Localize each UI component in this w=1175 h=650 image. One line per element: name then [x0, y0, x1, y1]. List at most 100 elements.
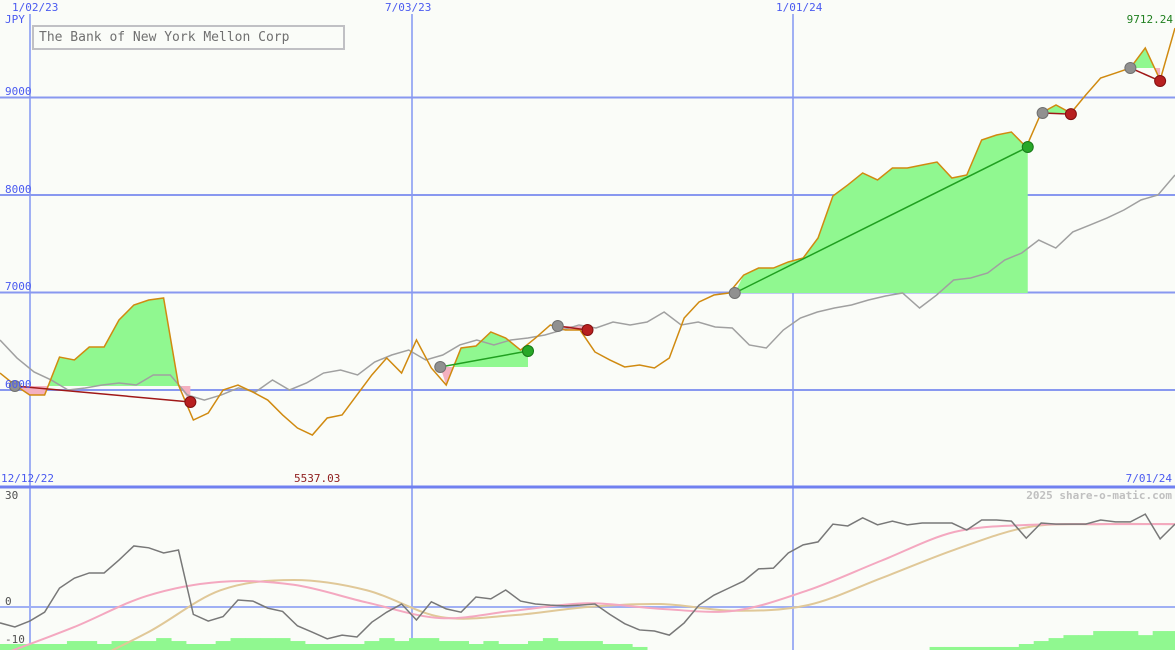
histogram-bar — [245, 638, 261, 650]
histogram-bar — [349, 644, 365, 650]
histogram-bar — [1018, 644, 1035, 650]
histogram-bar — [215, 641, 232, 650]
histogram-bar — [52, 644, 68, 650]
chart-title: The Bank of New York Mellon Corp — [32, 25, 345, 50]
trade-exit-marker — [1021, 141, 1034, 154]
histogram-bar — [156, 638, 172, 650]
histogram-bar — [572, 641, 588, 650]
histogram-bar — [81, 641, 98, 650]
y-tick-label: 6000 — [5, 378, 32, 391]
trade-line — [440, 350, 529, 368]
x-tick-label: 7/03/23 — [385, 1, 432, 14]
histogram-bar — [1048, 638, 1064, 650]
histogram-bar — [111, 641, 127, 650]
histogram-bar — [319, 644, 336, 650]
histogram-bar — [1063, 635, 1079, 650]
last-price-label: 9712.24 — [1126, 13, 1173, 26]
histogram-bar — [989, 646, 1005, 650]
histogram-bar — [66, 641, 83, 650]
histogram-bar — [96, 644, 113, 650]
x-tick-label: 1/02/23 — [12, 1, 59, 14]
histogram-bar — [37, 644, 53, 650]
slow-average-line — [110, 522, 1175, 650]
y-tick-label: 30 — [5, 489, 19, 502]
histogram-bar — [22, 644, 38, 650]
trade-line — [14, 385, 191, 403]
trade-entry-marker — [8, 380, 21, 393]
trade-entry-marker — [434, 360, 447, 373]
price-line — [0, 27, 1175, 436]
y-tick-label: 0 — [5, 595, 12, 608]
histogram-bar — [1078, 635, 1094, 650]
y-tick-label: 8000 — [5, 183, 32, 196]
histogram-bar — [468, 644, 484, 650]
histogram-bar — [438, 641, 455, 650]
histogram-bar — [542, 638, 559, 650]
trade-exit-marker — [581, 324, 594, 337]
histogram-bar — [1003, 646, 1020, 650]
histogram-bar — [513, 644, 529, 650]
x-tick-label: 1/01/24 — [776, 1, 823, 14]
x-tick-label: 12/12/22 — [1, 472, 54, 485]
trade-exit-marker — [522, 345, 535, 357]
fast-average-line — [10, 523, 1175, 650]
trade-exit-marker — [1064, 108, 1077, 121]
histogram-bar — [409, 638, 425, 650]
y-tick-label: 7000 — [5, 280, 32, 293]
histogram-bar — [230, 638, 246, 650]
histogram-bar — [1152, 631, 1169, 650]
x-tick-label: 7/01/24 — [1125, 472, 1172, 485]
histogram-bar — [260, 638, 276, 650]
histogram-bar — [200, 644, 217, 650]
histogram-bar — [7, 644, 23, 650]
trade-entry-marker — [1036, 107, 1049, 120]
histogram-bar — [290, 641, 306, 650]
oscillator-line — [0, 513, 1175, 640]
histogram-bar — [1122, 631, 1139, 650]
histogram-bar — [304, 644, 321, 650]
histogram-bar — [334, 644, 351, 650]
trade-gain-area — [1130, 47, 1161, 68]
histogram-bar — [483, 641, 499, 650]
histogram-bar — [423, 638, 440, 650]
trade-loss-area — [440, 366, 529, 386]
histogram-bar — [498, 644, 514, 650]
histogram-bar — [0, 644, 8, 650]
histogram-bar — [453, 641, 470, 650]
min-price-label: 5537.03 — [294, 472, 341, 485]
histogram-bar — [632, 646, 648, 650]
histogram-bar — [126, 641, 142, 650]
histogram-bar — [944, 646, 960, 650]
trade-loss-area — [1130, 67, 1161, 82]
histogram-bar — [379, 638, 395, 650]
histogram-bar — [275, 638, 291, 650]
trade-exit-marker — [184, 395, 197, 408]
trade-gain-area — [1042, 105, 1071, 114]
histogram-bar — [959, 646, 975, 650]
histogram-bar — [394, 641, 410, 650]
trade-entry-marker — [551, 320, 564, 333]
histogram-bar — [185, 644, 202, 650]
histogram-bar — [364, 641, 380, 650]
copyright-label: 2025 share-o-matic.com — [1026, 489, 1172, 502]
trade-entry-marker — [728, 286, 741, 299]
histogram-bar — [1093, 631, 1109, 650]
histogram-bar — [1137, 635, 1154, 650]
histogram-bar — [974, 646, 990, 650]
histogram-bar — [1033, 641, 1050, 650]
histogram-bar — [587, 641, 603, 650]
y-tick-label: -10 — [5, 633, 25, 646]
trade-gain-area — [734, 132, 1028, 293]
histogram-bar — [141, 641, 157, 650]
trade-entry-marker — [1124, 61, 1137, 74]
trade-exit-marker — [1154, 75, 1167, 88]
histogram-bar — [171, 641, 187, 650]
histogram-bar — [929, 646, 945, 650]
currency-label: JPY — [5, 13, 25, 26]
histogram-bar — [1167, 631, 1175, 650]
histogram-bar — [557, 641, 574, 650]
trade-line — [734, 146, 1029, 294]
y-tick-label: 9000 — [5, 85, 32, 98]
